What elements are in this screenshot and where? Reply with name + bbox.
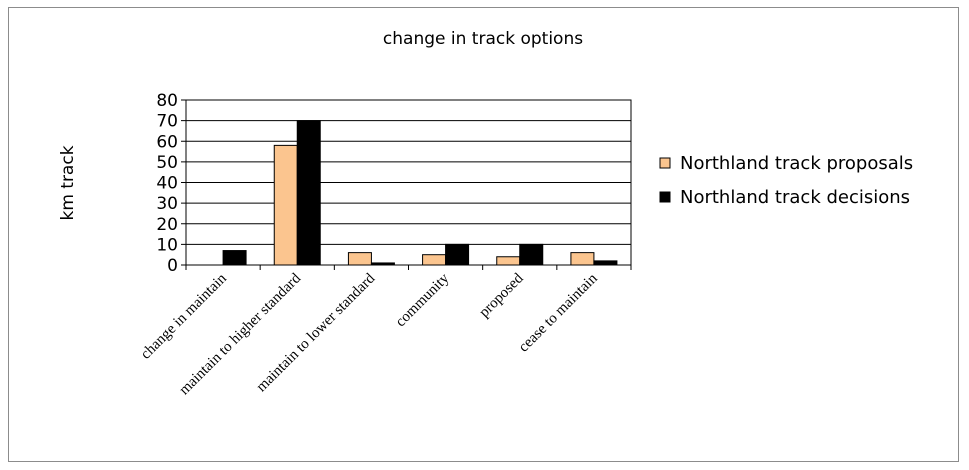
legend-swatch [659,157,671,169]
y-tick-label: 0 [167,256,178,276]
y-axis-label: km track [58,145,78,220]
x-tick-label: maintain to lower standard [254,270,379,395]
bar-proposals [347,252,372,266]
x-tick-label: proposed [476,270,527,321]
x-tick-label: community [393,270,453,330]
y-tick-label: 60 [156,132,178,152]
bar-decisions [593,260,618,266]
y-tick-label: 10 [156,235,178,255]
chart-frame [8,7,959,462]
y-tick-label: 30 [156,194,178,214]
bar-proposals [273,144,298,266]
bar-decisions [222,250,247,266]
legend-label: Northland track proposals [680,153,913,174]
bar-decisions [445,243,470,266]
legend: Northland track proposals Northland track… [659,153,913,208]
y-tick-label: 70 [156,112,178,132]
legend-label: Northland track decisions [680,187,910,208]
bar-proposals [570,252,595,266]
bar-proposals [422,254,447,266]
bar-decisions [519,243,544,266]
bar-decisions [296,120,321,266]
y-tick-label: 50 [156,153,178,173]
bar-decisions [370,262,395,266]
legend-swatch [659,191,671,203]
y-tick-label: 40 [156,174,178,194]
chart-title: change in track options [383,29,583,49]
x-tick-label: maintain to higher standard [176,270,304,398]
bar-proposals [496,256,521,266]
y-tick-label: 20 [156,215,178,235]
y-tick-label: 80 [156,91,178,111]
x-tick-label: cease to maintain [516,270,601,355]
